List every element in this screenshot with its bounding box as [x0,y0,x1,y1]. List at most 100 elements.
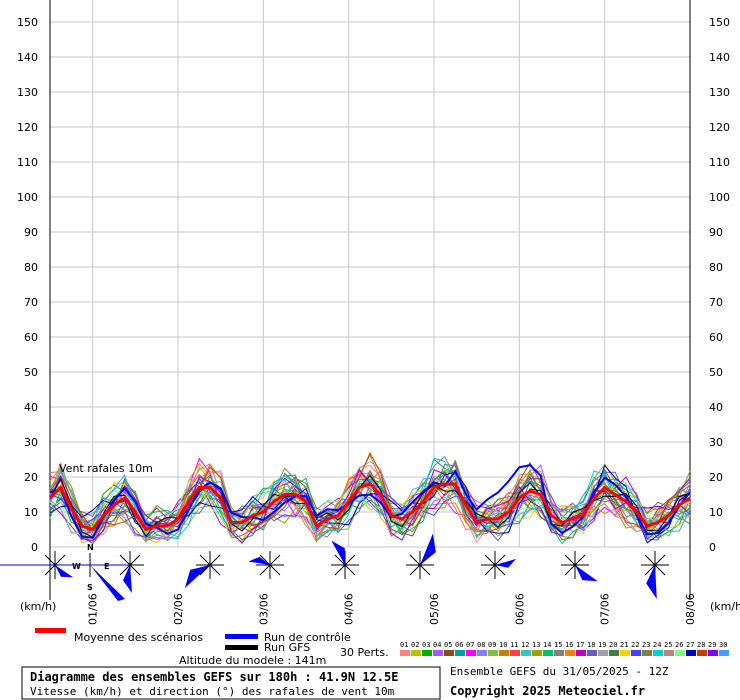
wind-rose [481,551,517,579]
control-legend-swatch [225,634,258,639]
chart-grid [49,0,691,600]
x-date-label: 05/06 [428,593,441,625]
member-legend-id: 21 [620,641,628,649]
mean-polyline [48,482,691,532]
rose-sector [495,558,517,568]
member-legend-swatch [576,650,586,656]
y-tick-label-right: 140 [709,51,730,64]
member-legend-swatch [664,650,674,656]
member-legend-swatch [422,650,432,656]
footer-subtitle: Vitesse (km/h) et direction (°) des rafa… [30,685,395,698]
wind-rose [331,540,359,579]
y-tick-label-left: 140 [17,51,38,64]
member-legend-id: 28 [697,641,705,649]
y-tick-label-left: 130 [17,86,38,99]
member-legend-swatch [411,650,421,656]
member-legend-id: 10 [499,641,507,649]
member-legend-id: 06 [455,641,463,649]
rose-sector [184,565,210,588]
y-tick-label-left: 80 [24,261,38,274]
perts-label: 30 Perts. [340,646,389,659]
y-tick-label-right: 60 [709,331,723,344]
copyright-label: Copyright 2025 Meteociel.fr [450,684,645,698]
member-legend-id: 23 [642,641,650,649]
member-legend-swatch [719,650,729,656]
x-axis-date-ticks: 01/06 02/06 03/06 04/06 05/06 06/06 07/06 08/06 [87,593,697,625]
member-legend-id: 24 [653,641,661,649]
control-legend-label: Run de contrôle [264,631,351,644]
y-tick-label-left: 60 [24,331,38,344]
member-legend-id: 27 [686,641,694,649]
gfs-legend-swatch [225,645,258,650]
y-tick-label-right: 70 [709,296,723,309]
rose-sector [248,556,270,565]
y-tick-label-left: 70 [24,296,38,309]
x-date-label: 07/06 [599,593,612,625]
y-tick-label-left: 110 [17,156,38,169]
y-tick-label-right: 130 [709,86,730,99]
y-tick-label-left: 50 [24,366,38,379]
member-legend-id: 30 [719,641,727,649]
member-legend-swatch [565,650,575,656]
member-legend-swatch [433,650,443,656]
wind-direction-roses: N S W E [0,533,669,601]
rose-sector [55,565,74,578]
y-tick-label-right: 40 [709,401,723,414]
rose-sector [123,565,132,593]
mean-line [48,482,691,532]
wind-rose [116,551,144,593]
y-tick-label-right: 150 [709,16,730,29]
member-legend-id: 25 [664,641,672,649]
member-legend-id: 08 [477,641,485,649]
member-legend-id: 02 [411,641,419,649]
member-legend-swatch [686,650,696,656]
member-legend-swatch [488,650,498,656]
wind-rose [561,551,598,582]
y-tick-label-right: 120 [709,121,730,134]
member-legend-swatch [598,650,608,656]
y-tick-label-left: 20 [24,471,38,484]
member-legend-swatch [708,650,718,656]
y-tick-label-left: 10 [24,506,38,519]
rose-sector [331,540,345,565]
x-date-label: 03/06 [257,593,270,625]
series-label: Vent rafales 10m [59,462,153,475]
y-tick-label-right: 30 [709,436,723,449]
y-tick-label-left: 120 [17,121,38,134]
member-legend: 01 02 03 04 05 06 07 08 09 10 11 12 13 14 15 16 17 18 19 20… [400,641,729,656]
rose-sector [420,533,436,565]
member-legend-id: 16 [565,641,573,649]
x-date-label: 01/06 [87,593,100,625]
compass: N S W E [0,543,130,601]
member-legend-id: 15 [554,641,562,649]
y-tick-label-right: 90 [709,226,723,239]
member-line [49,473,691,542]
wind-rose [184,551,224,588]
member-line [49,458,691,542]
member-legend-swatch [455,650,465,656]
member-legend-id: 05 [444,641,452,649]
mean-legend-label: Moyenne des scénarios [74,631,203,644]
member-legend-swatch [521,650,531,656]
rose-sector [646,565,657,599]
member-legend-swatch [697,650,707,656]
member-legend-id: 04 [433,641,441,649]
y-tick-label-left: 100 [17,191,38,204]
compass-s-label: S [87,583,93,592]
footer-title: Diagramme des ensembles GEFS sur 180h : … [30,670,398,684]
member-legend-id: 18 [587,641,595,649]
member-legend-swatch [477,650,487,656]
member-legend-id: 14 [543,641,551,649]
y-tick-label-right: 0 [709,541,716,554]
y-tick-label-right: 110 [709,156,730,169]
wind-rose [641,551,669,599]
wind-rose [248,551,284,579]
compass-n-label: N [87,543,94,552]
member-legend-swatch [620,650,630,656]
x-date-label: 06/06 [513,593,526,625]
member-legend-swatch [466,650,476,656]
member-legend-swatch [587,650,597,656]
member-legend-swatch [631,650,641,656]
member-legend-swatch [609,650,619,656]
